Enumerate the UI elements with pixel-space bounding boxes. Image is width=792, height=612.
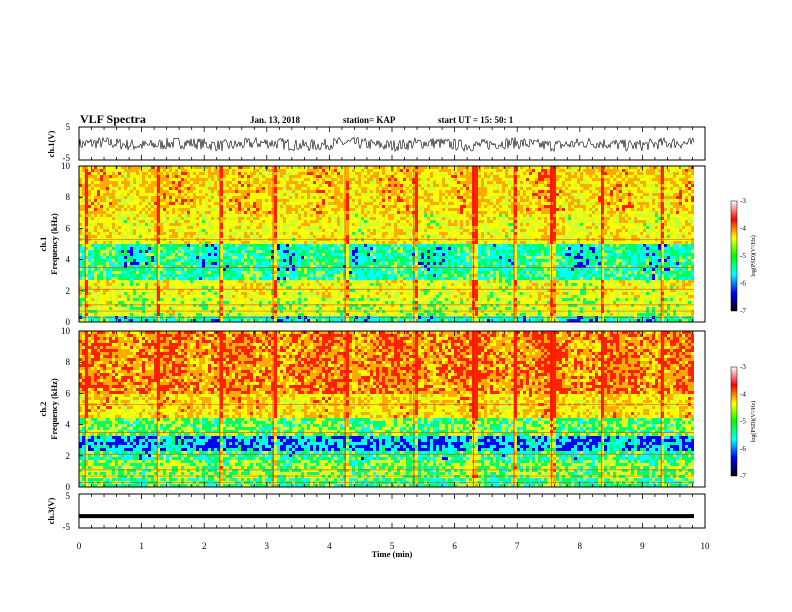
freq-tick-label-2: 4 — [66, 255, 71, 265]
x-tick-label-3: 3 — [265, 541, 270, 551]
colorbar-tick-4: -7 — [740, 472, 746, 480]
freq-tick-label-4: 8 — [66, 192, 71, 202]
header-date: Jan. 13, 2018 — [250, 115, 301, 125]
x-tick-label-7: 7 — [515, 541, 520, 551]
ch3-ytick-top: 5 — [66, 491, 71, 501]
ch1-waveform-ylabel: ch.1(V) — [46, 130, 56, 157]
header-start-time: start UT = 15: 50: 1 — [438, 115, 514, 125]
colorbar-tick-2: -5 — [740, 418, 746, 426]
colorbar-tick-0: -3 — [740, 363, 746, 371]
freq-tick-label-3: 6 — [66, 388, 71, 398]
freq-tick-label-3: 6 — [66, 223, 71, 233]
ch3-waveform-ylabel: ch.3(V) — [46, 497, 56, 524]
freq-tick-label-0: 0 — [66, 482, 71, 492]
ch1-spectrogram-image — [79, 166, 705, 322]
header-station: station= KAP — [343, 115, 396, 125]
ch2-spec-ylabel-frequency: Frequency (kHz) — [49, 378, 59, 440]
x-tick-label-2: 2 — [202, 541, 207, 551]
ch1-ytick-bottom: -5 — [63, 153, 71, 163]
colorbar-bar — [730, 366, 738, 477]
colorbar-tick-1: -4 — [740, 225, 746, 233]
freq-tick-label-5: 10 — [61, 161, 71, 171]
ch1-spec-ylabel-frequency: Frequency (kHz) — [49, 213, 59, 275]
colorbar-tick-1: -4 — [740, 390, 746, 398]
ch2-colorbar: -3 -4 -5 -6 -7 log(PSD)(V²/Hz) — [730, 363, 757, 480]
ch1-spec-ylabel-channel: ch.1 — [38, 237, 48, 252]
colorbar-tick-3: -6 — [740, 280, 746, 288]
x-tick-label-4: 4 — [327, 541, 332, 551]
colorbar-bar — [730, 200, 738, 312]
freq-tick-label-4: 8 — [66, 357, 71, 367]
x-tick-label-0: 0 — [77, 541, 82, 551]
freq-tick-label-0: 0 — [66, 317, 71, 327]
colorbar-label: log(PSD)(V²/Hz) — [750, 401, 757, 442]
ch1-waveform-panel: 5 -5 ch.1(V) — [46, 122, 706, 163]
x-tick-label-1: 1 — [139, 541, 144, 551]
freq-tick-label-1: 2 — [66, 286, 71, 296]
ch1-colorbar: -3 -4 -5 -6 -7 log(PSD)(V²/Hz) — [730, 197, 757, 315]
x-axis-tick-labels: 0 1 2 3 4 5 6 7 8 9 10 — [77, 541, 710, 551]
colorbar-label: log(PSD)(V²/Hz) — [750, 235, 757, 276]
ch3-ytick-bottom: -5 — [63, 522, 71, 532]
x-axis-label: Time (min) — [372, 549, 413, 559]
x-tick-label-6: 6 — [452, 541, 457, 551]
x-tick-label-10: 10 — [701, 541, 711, 551]
ch3-waveform-panel: 5 -5 ch.3(V) — [46, 491, 706, 532]
ch3-waveform-frame — [78, 493, 706, 529]
colorbar-tick-3: -6 — [740, 445, 746, 453]
ch2-spec-ylabel-channel: ch.2 — [38, 402, 48, 417]
ch1-spectrogram-panel: 0 2 4 6 8 10 ch.1 Frequency (kHz) -3 -4 -5 -6 -7 l… — [38, 161, 757, 327]
ch1-waveform-line — [78, 136, 695, 153]
x-tick-label-8: 8 — [578, 541, 583, 551]
figure-title: VLF Spectra — [80, 112, 146, 126]
ch2-spectrogram-panel: 0 2 4 6 8 10 ch.2 Frequency (kHz) -3 -4 -5 -6 -7 l… — [38, 326, 757, 492]
colorbar-tick-0: -3 — [740, 197, 746, 205]
colorbar-tick-4: -7 — [740, 307, 746, 315]
freq-tick-label-2: 4 — [66, 420, 71, 430]
ch2-spectrogram-image — [79, 331, 705, 487]
x-tick-label-5: 5 — [390, 541, 395, 551]
ch1-ytick-top: 5 — [66, 122, 71, 132]
freq-tick-label-5: 10 — [61, 326, 71, 336]
freq-tick-label-1: 2 — [66, 451, 71, 461]
colorbar-tick-2: -5 — [740, 252, 746, 260]
x-tick-label-9: 9 — [640, 541, 645, 551]
